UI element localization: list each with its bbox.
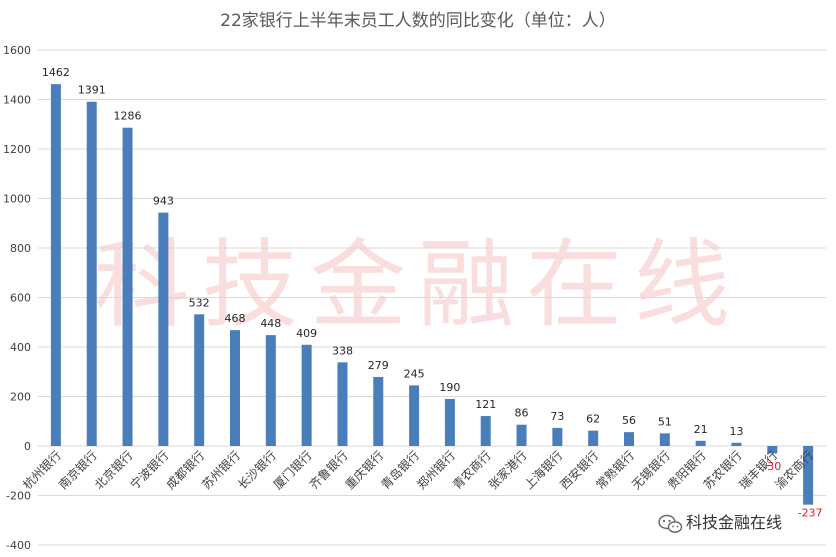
bar (50, 84, 61, 446)
data-label: 245 (404, 367, 425, 380)
watermark-text: 科技金融在线 (94, 229, 742, 341)
bars (50, 84, 814, 505)
data-label: 13 (729, 425, 743, 438)
x-axis-ticks: 杭州银行南京银行北京银行宁波银行成都银行苏州银行长沙银行厦门银行齐鲁银行重庆银行… (19, 448, 816, 493)
x-tick-label: 苏农银行 (701, 448, 745, 492)
bar (731, 442, 742, 446)
watermark-brand-text: 科技金融在线 (686, 513, 782, 532)
bar (588, 430, 599, 446)
x-tick-label: 成都银行 (163, 448, 207, 492)
y-tick-label: 1200 (3, 143, 31, 156)
bar (624, 432, 634, 446)
y-tick-label: 1400 (3, 94, 31, 107)
x-tick-label: 西安银行 (557, 448, 602, 493)
data-label: 279 (368, 359, 389, 372)
y-tick-label: 200 (10, 391, 31, 404)
x-tick-label: 常熟银行 (593, 448, 638, 493)
gridlines (38, 49, 826, 546)
x-tick-label: 无锡银行 (628, 448, 673, 493)
y-tick-label: 600 (10, 292, 31, 305)
bar (803, 446, 814, 505)
x-tick-label: 青农商行 (449, 448, 494, 493)
bar (265, 335, 276, 446)
bar (373, 376, 384, 446)
bar (194, 314, 205, 446)
x-tick-label: 齐鲁银行 (306, 448, 351, 493)
bar (158, 212, 169, 446)
data-label: 73 (550, 410, 564, 423)
y-tick-label: -200 (6, 490, 31, 503)
x-tick-label: 北京银行 (92, 448, 136, 492)
data-label: 190 (439, 381, 460, 394)
data-label: 121 (475, 398, 496, 411)
data-label: 86 (515, 407, 529, 420)
bar (552, 427, 563, 446)
y-tick-label: 1600 (3, 44, 31, 57)
data-label: 56 (622, 414, 636, 427)
x-tick-label: 长沙银行 (235, 448, 279, 492)
x-tick-label: 厦门银行 (270, 448, 315, 493)
bar (122, 127, 133, 446)
x-tick-label: 贵阳银行 (665, 448, 709, 492)
bar (767, 446, 778, 454)
bar (480, 416, 491, 446)
x-tick-label: 宁波银行 (127, 448, 172, 493)
bar (337, 362, 348, 446)
data-label: 51 (658, 415, 672, 428)
x-tick-label: 上海银行 (521, 448, 566, 493)
y-axis-ticks: -400 -200 0 200 400 600 800 1000 1200 1400 1600 (3, 44, 31, 552)
x-tick-label: 郑州银行 (413, 448, 458, 493)
y-tick-label: 1000 (3, 193, 31, 206)
wechat-icon (658, 514, 683, 533)
data-label: 943 (153, 195, 174, 208)
x-tick-label: 张家港行 (485, 448, 530, 493)
data-label: -237 (798, 507, 823, 520)
chart-title: 22家银行上半年末员工人数的同比变化（单位：人） (220, 11, 616, 31)
bar (86, 101, 97, 446)
y-tick-label: 800 (10, 242, 31, 255)
x-tick-label: 青岛银行 (378, 448, 423, 493)
bar (230, 330, 240, 446)
data-label: 1391 (78, 84, 106, 97)
y-tick-label: 400 (10, 341, 31, 354)
x-tick-label: 杭州银行 (19, 448, 64, 493)
data-label: 448 (260, 317, 281, 330)
data-label: 62 (586, 413, 600, 426)
bar (659, 433, 670, 446)
bar (301, 344, 312, 446)
data-label: 468 (225, 312, 246, 325)
data-label: -30 (763, 460, 781, 473)
y-tick-label: 0 (24, 440, 31, 453)
data-labels: 1462 1391 1286 943 532 468 448 409 338 279 245 190 1… (42, 66, 823, 520)
data-label: 1462 (42, 66, 70, 79)
bar (695, 440, 706, 446)
x-tick-label: 苏州银行 (199, 448, 243, 492)
bar (516, 424, 527, 446)
y-tick-label: -400 (6, 539, 31, 552)
watermark-brand: 科技金融在线 (658, 513, 782, 533)
data-label: 21 (694, 423, 708, 436)
data-label: 532 (189, 296, 210, 309)
x-tick-label: 南京银行 (55, 448, 100, 493)
x-tick-label: 重庆银行 (343, 448, 387, 492)
data-label: 1286 (114, 110, 142, 123)
bar (444, 398, 455, 446)
data-label: 338 (332, 344, 353, 357)
data-label: 409 (296, 327, 317, 340)
bar (409, 385, 420, 446)
